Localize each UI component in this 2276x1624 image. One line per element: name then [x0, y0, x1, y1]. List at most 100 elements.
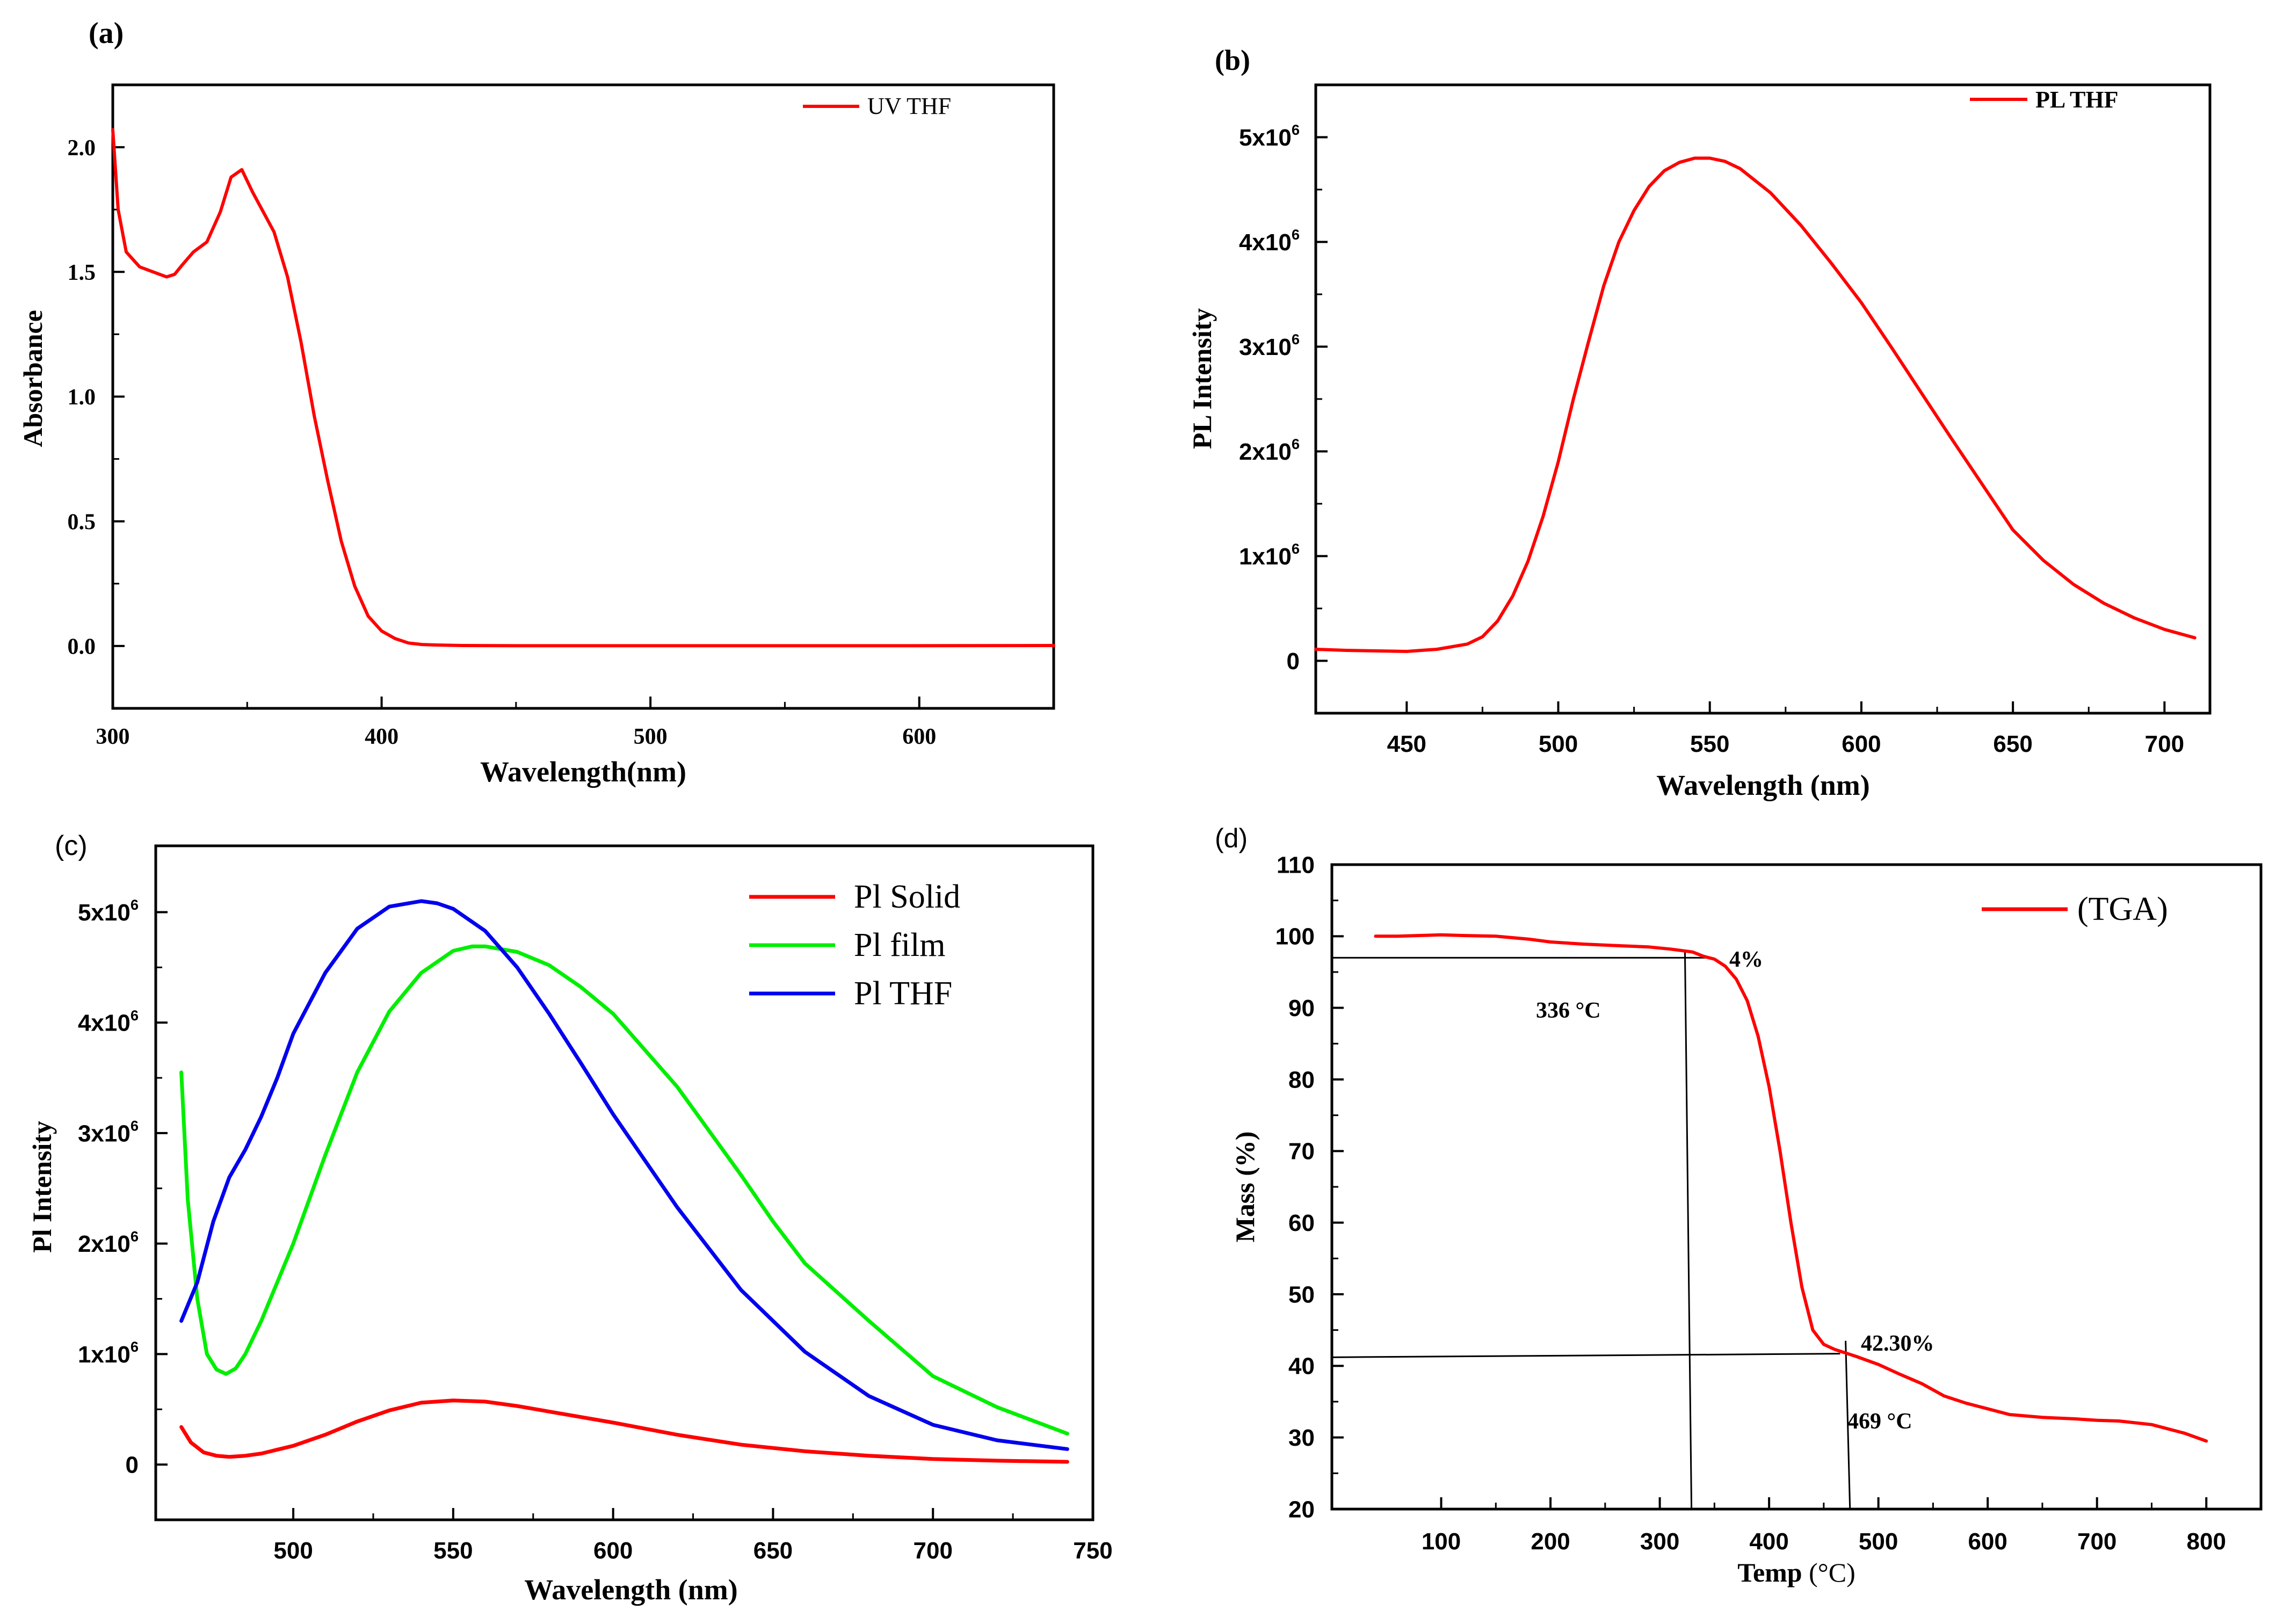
panel-b-y-tick-label: 4x106	[1239, 226, 1300, 256]
panel-c-legend-label-pl-film: Pl film	[854, 927, 946, 963]
panel-b-y-tick-text: 4x10	[1239, 229, 1292, 256]
panel-b-y-tick-text: 3x10	[1239, 334, 1292, 360]
panel-c-y-tick-exponent: 6	[131, 1338, 139, 1355]
panel-d-x-tick-label: 100	[1422, 1528, 1461, 1555]
panel-d-y-tick-label: 90	[1288, 995, 1315, 1021]
panel-d-y-ticks: 20 30 40 50 60 70 80 90 100 110	[1275, 852, 1344, 1523]
panel-d-y-tick-text: 50	[1288, 1281, 1315, 1308]
panel-b-y-tick-exponent: 6	[1292, 540, 1300, 557]
panel-b-y-tick-label: 1x106	[1239, 540, 1300, 570]
panel-d-y-tick-text: 30	[1288, 1425, 1315, 1451]
panel-d-guide-lines	[1331, 950, 1851, 1510]
panel-d-legend-label-tga: (TGA)	[2077, 891, 2168, 927]
panel-c-series-line-pl-solid	[179, 1398, 1069, 1464]
panel-c-y-tick-label: 3x106	[78, 1118, 139, 1147]
panel-c-y-tick-exponent: 6	[131, 1228, 139, 1244]
panel-b-x-tick-label: 650	[1993, 731, 2032, 757]
panel-d-annotation-336c: 336 °C	[1536, 998, 1601, 1023]
panel-a-x-axis-label: Wavelength(nm)	[480, 756, 686, 788]
panel-c-y-tick-text: 3x10	[78, 1120, 131, 1147]
panel-c-y-tick-exponent: 6	[131, 896, 139, 913]
panel-d-y-tick-text: 110	[1277, 852, 1315, 878]
panel-c-series-line-pl-film	[179, 944, 1069, 1436]
panel-b-series	[1314, 156, 2197, 653]
panel-c-x-tick-label: 550	[433, 1538, 473, 1564]
panel-d-y-tick-text: 40	[1288, 1353, 1315, 1380]
panel-a-y-tick-text: 0.0	[68, 635, 96, 659]
panel-a-x-tick-label: 500	[634, 724, 668, 749]
panel-d-y-tick-text: 90	[1288, 995, 1315, 1021]
panel-c-y-tick-label: 1x106	[78, 1338, 139, 1368]
panel-b-x-tick-label: 550	[1690, 731, 1729, 757]
panel-d-y-axis-label: Mass (%)	[1230, 1132, 1260, 1243]
panel-d-x-axis-label: Temp (°C)	[1737, 1557, 1855, 1587]
panel-d-y-tick-label: 40	[1288, 1353, 1315, 1380]
panel-b-y-axis-label: PL Intensity	[1187, 308, 1217, 450]
panel-c-axes-frame	[154, 844, 1094, 1521]
panel-d-x-tick-label: 700	[2077, 1528, 2116, 1555]
panel-b-x-tick-label: 600	[1842, 731, 1881, 757]
panel-c-x-tick-label: 500	[273, 1538, 313, 1564]
panel-c: (c) 500 550 600 650 700 750 01x1062x1063x1064…	[27, 830, 1113, 1606]
panel-d-y-tick-text: 70	[1288, 1139, 1315, 1165]
panel-a-label: (a)	[89, 17, 124, 50]
panel-a-y-tick-label: 1.5	[68, 260, 96, 285]
panel-b-x-axis-label: Wavelength (nm)	[1656, 769, 1870, 801]
panel-d: (d) 100 200 300 400 500 600 700 800 20 30 40 50 60 7…	[1215, 823, 2263, 1587]
panel-a-x-tick-label: 300	[96, 724, 130, 749]
panel-d-annotation-469c: 469 °C	[1847, 1409, 1912, 1434]
panel-b-x-tick-label: 500	[1539, 731, 1578, 757]
panel-a-series	[111, 128, 1055, 648]
panel-c-y-tick-text: 2x10	[78, 1231, 131, 1257]
panel-d-series	[1374, 933, 2208, 1443]
panel-c-y-tick-exponent: 6	[131, 1007, 139, 1024]
panel-d-y-tick-label: 110	[1277, 852, 1315, 878]
panel-b-y-tick-exponent: 6	[1292, 121, 1300, 138]
panel-c-series-line-pl-thf	[179, 899, 1069, 1451]
panel-b-y-tick-text: 5x10	[1239, 125, 1292, 151]
panel-c-y-tick-label: 0	[126, 1452, 139, 1478]
panel-d-y-tick-text: 60	[1288, 1210, 1315, 1236]
panel-d-axes-frame	[1330, 863, 2263, 1511]
panel-c-label: (c)	[55, 830, 88, 861]
panel-d-y-tick-label: 100	[1275, 924, 1315, 950]
panel-c-y-tick-label: 4x106	[78, 1007, 139, 1036]
panel-c-y-tick-text: 0	[126, 1452, 139, 1478]
panel-c-x-axis-label: Wavelength (nm)	[524, 1574, 738, 1606]
panel-b-y-tick-text: 2x10	[1239, 439, 1292, 465]
panel-b-y-tick-exponent: 6	[1292, 226, 1300, 243]
panel-b-x-tick-label: 700	[2145, 731, 2184, 757]
panel-b-axes-frame	[1314, 83, 2212, 715]
panel-c-x-tick-label: 600	[593, 1538, 633, 1564]
panel-d-x-tick-label: 800	[2187, 1528, 2226, 1555]
panel-a-y-tick-label: 2.0	[68, 136, 96, 161]
panel-d-y-tick-text: 80	[1288, 1067, 1315, 1093]
panel-d-x-tick-label: 500	[1859, 1528, 1898, 1555]
panel-d-x-axis-label-main: Temp	[1737, 1557, 1802, 1587]
panel-d-y-tick-label: 20	[1288, 1496, 1315, 1523]
panel-d-series-line-tga	[1374, 933, 2208, 1443]
panel-c-y-tick-label: 5x106	[78, 896, 139, 926]
panel-d-guide-line	[1684, 950, 1693, 1510]
panel-c-x-tick-label: 700	[914, 1538, 953, 1564]
panel-b-y-tick-exponent: 6	[1292, 331, 1300, 347]
panel-c-y-tick-text: 1x10	[78, 1342, 131, 1368]
panel-a-y-tick-text: 2.0	[68, 136, 96, 161]
panel-b-y-tick-text: 1x10	[1239, 543, 1292, 570]
panel-d-y-tick-label: 70	[1288, 1139, 1315, 1165]
panel-c-y-axis-label: Pl Intensity	[27, 1121, 57, 1253]
panel-d-y-tick-text: 100	[1275, 924, 1315, 950]
panel-b-legend-label-pl-thf: PL THF	[2035, 86, 2118, 113]
panel-b-y-tick-label: 0	[1287, 648, 1300, 675]
panel-a: (a) 300 400 500 600 0.00.51.01.52.0 UV THF …	[18, 17, 1055, 788]
panel-a-legend-label-uv-thf: UV THF	[867, 93, 951, 119]
panel-a-x-tick-label: 600	[902, 724, 936, 749]
panel-a-y-tick-label: 1.0	[68, 385, 96, 410]
panel-b-y-tick-label: 3x106	[1239, 331, 1300, 360]
panel-a-y-tick-text: 0.5	[68, 510, 96, 534]
panel-c-y-tick-text: 5x10	[78, 900, 131, 926]
panel-d-guide-line	[1331, 1353, 1840, 1358]
panel-d-x-tick-label: 300	[1640, 1528, 1679, 1555]
